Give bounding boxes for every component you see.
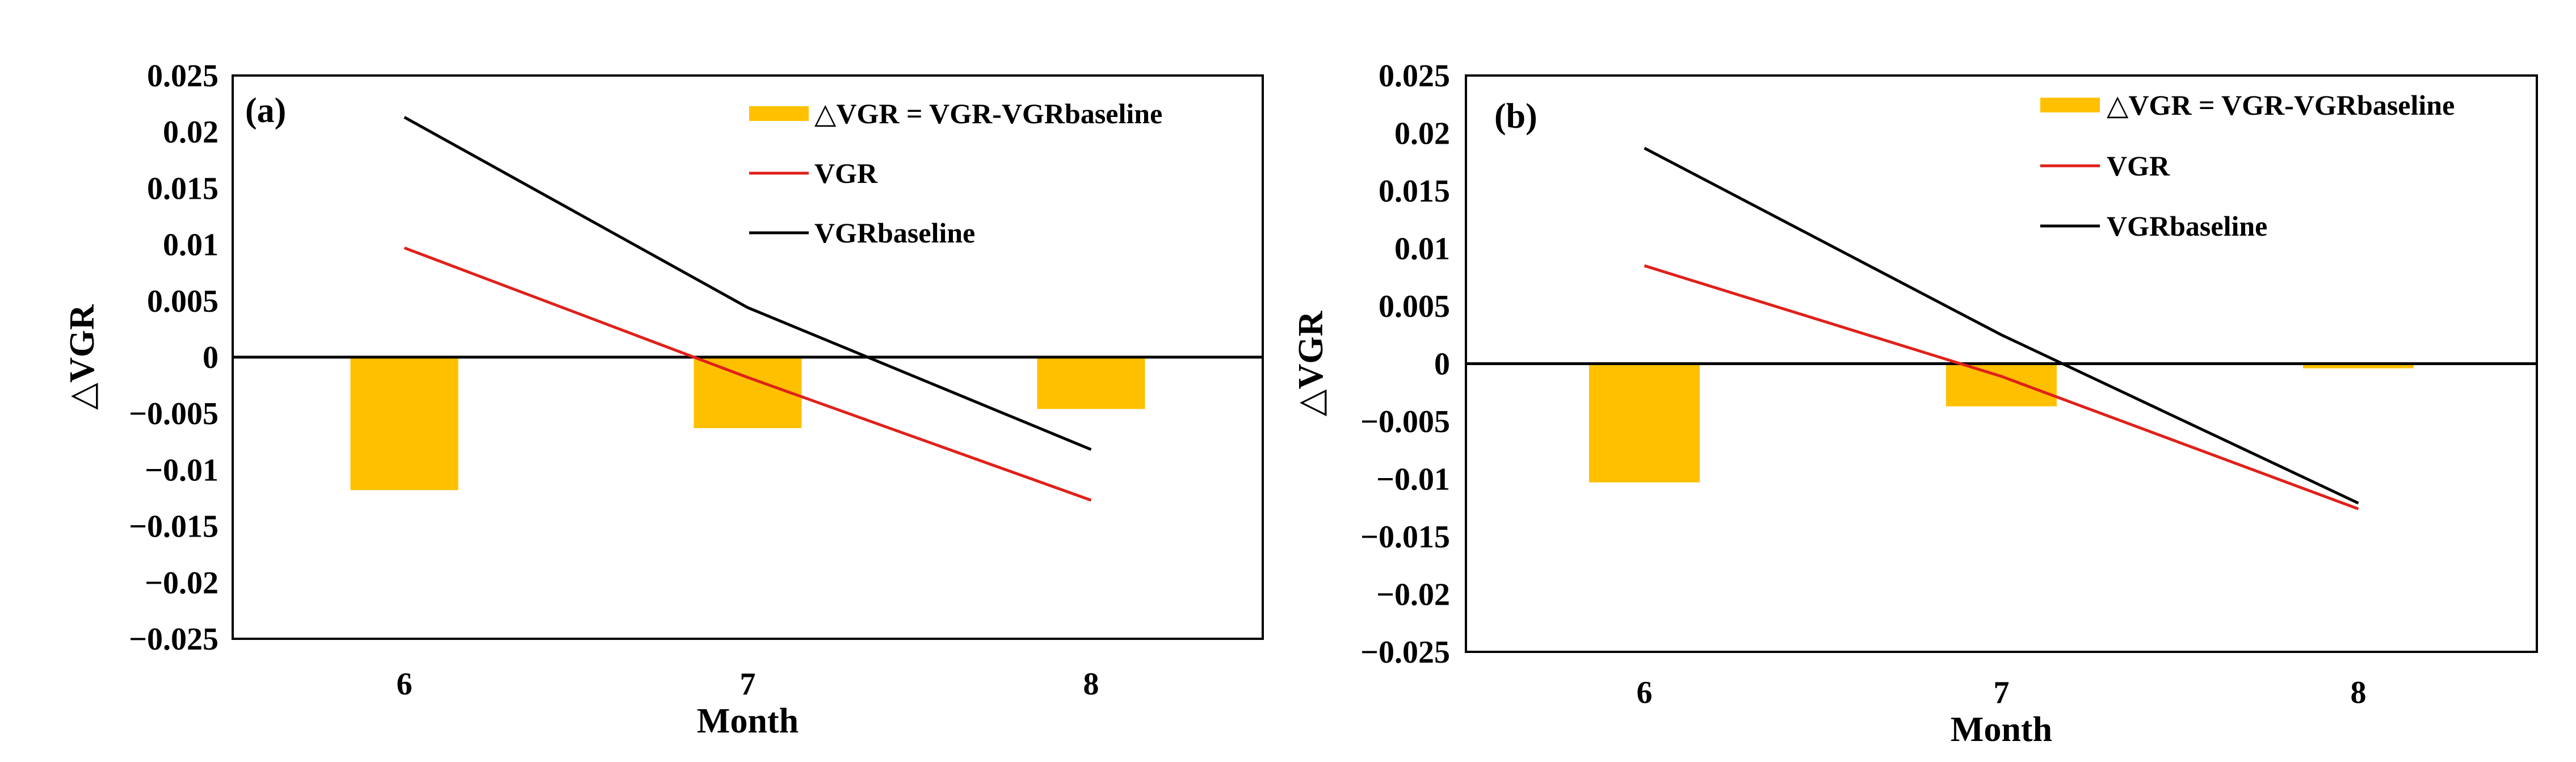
chart-panel-2: 0.025 0.02 0.015 0.01 0.005 0 −0.005 −0.01 −0.01… <box>1292 58 2538 749</box>
legend-label: VGRbaseline <box>2107 210 2267 242</box>
legend-label: VGR <box>814 157 878 189</box>
x-tick-label: 7 <box>740 667 756 702</box>
bar-8 <box>2303 363 2414 369</box>
y-tick-label: −0.015 <box>129 509 218 545</box>
y-tick-label: −0.01 <box>1376 462 1450 497</box>
legend: △VGR = VGR-VGRbaseline VGR VGRbaseline <box>2040 89 2455 242</box>
y-tick-label: −0.025 <box>129 622 218 657</box>
bar-7 <box>694 357 802 428</box>
y-axis-title: △VGR <box>63 304 102 410</box>
bar-8 <box>1037 357 1145 409</box>
y-tick-label: 0.005 <box>1379 289 1450 324</box>
y-tick-label: −0.005 <box>129 396 218 432</box>
series-line-vgr <box>404 246 1092 502</box>
legend-label: △VGR = VGR-VGRbaseline <box>2107 89 2455 121</box>
bar-6 <box>350 357 459 491</box>
y-tick-label: 0.015 <box>147 171 218 206</box>
chart-panel-1: 0.025 0.02 0.015 0.01 0.005 0 −0.005 −0.01 −0.01… <box>63 58 1264 740</box>
y-tick-label: −0.02 <box>145 566 218 601</box>
y-tick-label: 0 <box>203 340 218 375</box>
y-tick-label: −0.02 <box>1376 577 1450 613</box>
y-tick-label: 0.025 <box>147 58 218 94</box>
series-line-vgrbaseline <box>1644 146 2359 505</box>
y-tick-label: −0.015 <box>1360 520 1450 555</box>
legend-label: VGR <box>2107 150 2170 182</box>
legend: △VGR = VGR-VGRbaseline VGR VGRbaseline <box>749 98 1162 249</box>
x-axis-title: Month <box>1951 710 2052 749</box>
legend-label: VGRbaseline <box>814 217 975 249</box>
y-tick-label: 0.025 <box>1379 58 1450 94</box>
series-line-vgrbaseline <box>404 116 1092 451</box>
y-tick-label: 0.02 <box>163 115 218 150</box>
legend-swatch-bar <box>749 106 809 121</box>
panel-label: (b) <box>1494 97 1537 136</box>
y-tick-label: 0.01 <box>163 228 218 263</box>
y-tick-label: −0.01 <box>145 453 218 488</box>
legend-label: △VGR = VGR-VGRbaseline <box>814 98 1162 129</box>
y-tick-label: 0.015 <box>1379 174 1450 209</box>
x-tick-label: 6 <box>1637 675 1653 710</box>
y-tick-label: 0 <box>1434 347 1450 382</box>
x-tick-label: 6 <box>397 667 413 702</box>
panel-label: (a) <box>245 91 286 130</box>
y-axis-title: △VGR <box>1292 311 1330 417</box>
x-tick-label: 8 <box>1083 667 1099 702</box>
y-tick-label: −0.005 <box>1360 404 1450 439</box>
series-line-vgr <box>1644 264 2359 510</box>
x-axis-title: Month <box>697 702 799 740</box>
y-tick-label: 0.02 <box>1394 116 1450 152</box>
legend-swatch-bar <box>2040 98 2100 112</box>
bar-6 <box>1589 363 1700 483</box>
x-tick-label: 7 <box>1994 675 2010 710</box>
bar-7 <box>1946 363 2057 407</box>
x-tick-label: 8 <box>2351 675 2367 710</box>
y-tick-label: −0.025 <box>1360 635 1450 670</box>
y-tick-label: 0.005 <box>147 284 218 319</box>
y-tick-label: 0.01 <box>1394 232 1450 267</box>
